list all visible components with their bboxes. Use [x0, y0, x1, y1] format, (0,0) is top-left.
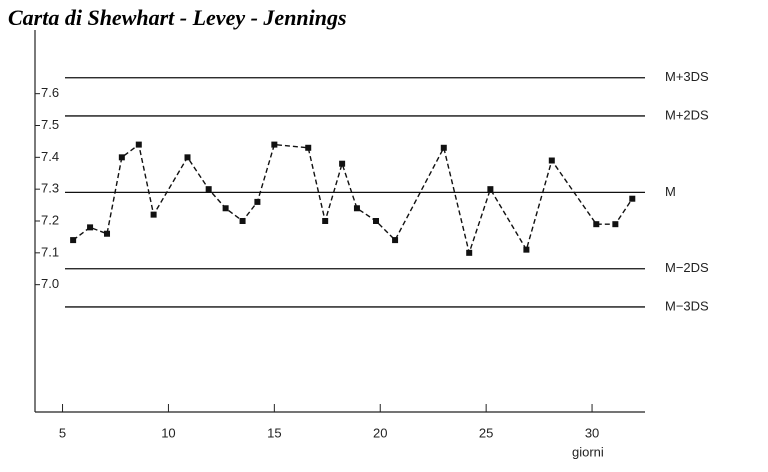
data-point — [339, 160, 346, 167]
data-point — [593, 221, 600, 228]
y-tick-label: 7.2 — [41, 212, 59, 227]
x-tick-label: 30 — [585, 425, 599, 440]
data-point — [135, 141, 142, 148]
data-point — [70, 237, 77, 244]
x-tick-label: 20 — [373, 425, 387, 440]
data-point — [254, 198, 261, 205]
x-tick-label: 5 — [59, 425, 66, 440]
data-point — [440, 144, 447, 151]
data-point — [205, 186, 212, 193]
data-point — [392, 237, 399, 244]
y-tick-label: 7.6 — [41, 85, 59, 100]
y-tick-label: 7.1 — [41, 244, 59, 259]
data-point — [322, 218, 329, 224]
data-point — [466, 249, 473, 256]
control-line-label: M+2DS — [665, 107, 709, 122]
data-point — [239, 218, 246, 224]
control-line-label: M−2DS — [665, 260, 709, 275]
data-point — [222, 205, 229, 212]
x-tick-label: 25 — [479, 425, 493, 440]
y-tick-label: 7.5 — [41, 117, 59, 132]
data-point — [612, 221, 619, 228]
data-point — [118, 154, 125, 161]
chart-title: Carta di Shewhart - Levey - Jennings — [8, 5, 347, 30]
x-tick-label: 10 — [161, 425, 175, 440]
data-point — [523, 246, 530, 253]
data-point — [353, 205, 360, 212]
control-line-label: M−3DS — [665, 298, 709, 313]
x-tick-label: 15 — [267, 425, 281, 440]
data-point — [150, 211, 157, 218]
data-point — [184, 154, 191, 161]
data-point — [271, 141, 278, 148]
control-line-label: M — [665, 184, 676, 199]
data-point — [548, 157, 555, 164]
data-point — [87, 224, 94, 231]
data-point — [305, 144, 312, 151]
data-point — [487, 186, 494, 193]
y-tick-label: 7.0 — [41, 276, 59, 291]
y-tick-label: 7.3 — [41, 181, 59, 196]
x-axis-label: giorni — [572, 444, 604, 459]
data-point — [104, 230, 111, 237]
y-tick-label: 7.4 — [41, 149, 59, 164]
data-point — [629, 195, 636, 202]
data-point — [373, 218, 380, 224]
control-line-label: M+3DS — [665, 69, 709, 84]
data-line — [72, 143, 633, 256]
